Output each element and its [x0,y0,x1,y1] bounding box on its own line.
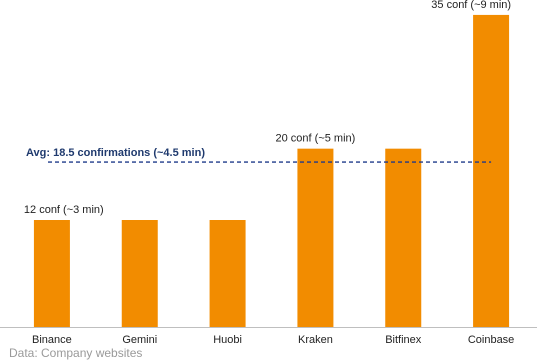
bar-huobi [209,220,246,327]
bar-gemini [121,220,158,327]
x-tick-label-gemini: Gemini [122,334,157,346]
bar-bitfinex [385,148,422,327]
x-tick-label-coinbase: Coinbase [468,334,514,346]
bar-binance [33,220,70,327]
x-tick-label-binance: Binance [32,334,72,346]
bars-group [33,14,510,328]
data-label-coinbase: 35 conf (~9 min) [431,0,511,11]
x-tick-label-huobi: Huobi [213,334,242,346]
source-note: Data: Company websites [9,346,143,360]
bar-kraken [297,148,334,327]
data-labels-group: 12 conf (~3 min) 20 conf (~5 min) 35 conf … [24,0,511,216]
data-label-kraken: 20 conf (~5 min) [276,133,356,145]
x-tick-label-kraken: Kraken [298,334,333,346]
x-tick-label-bitfinex: Bitfinex [385,334,422,346]
bar-coinbase [473,14,510,328]
data-label-binance: 12 conf (~3 min) [24,204,104,216]
x-tick-labels-group: Binance Gemini Huobi Kraken Bitfinex Coinbase [32,334,514,346]
average-reference-label: Avg: 18.5 confirmations (~4.5 min) [26,147,205,159]
